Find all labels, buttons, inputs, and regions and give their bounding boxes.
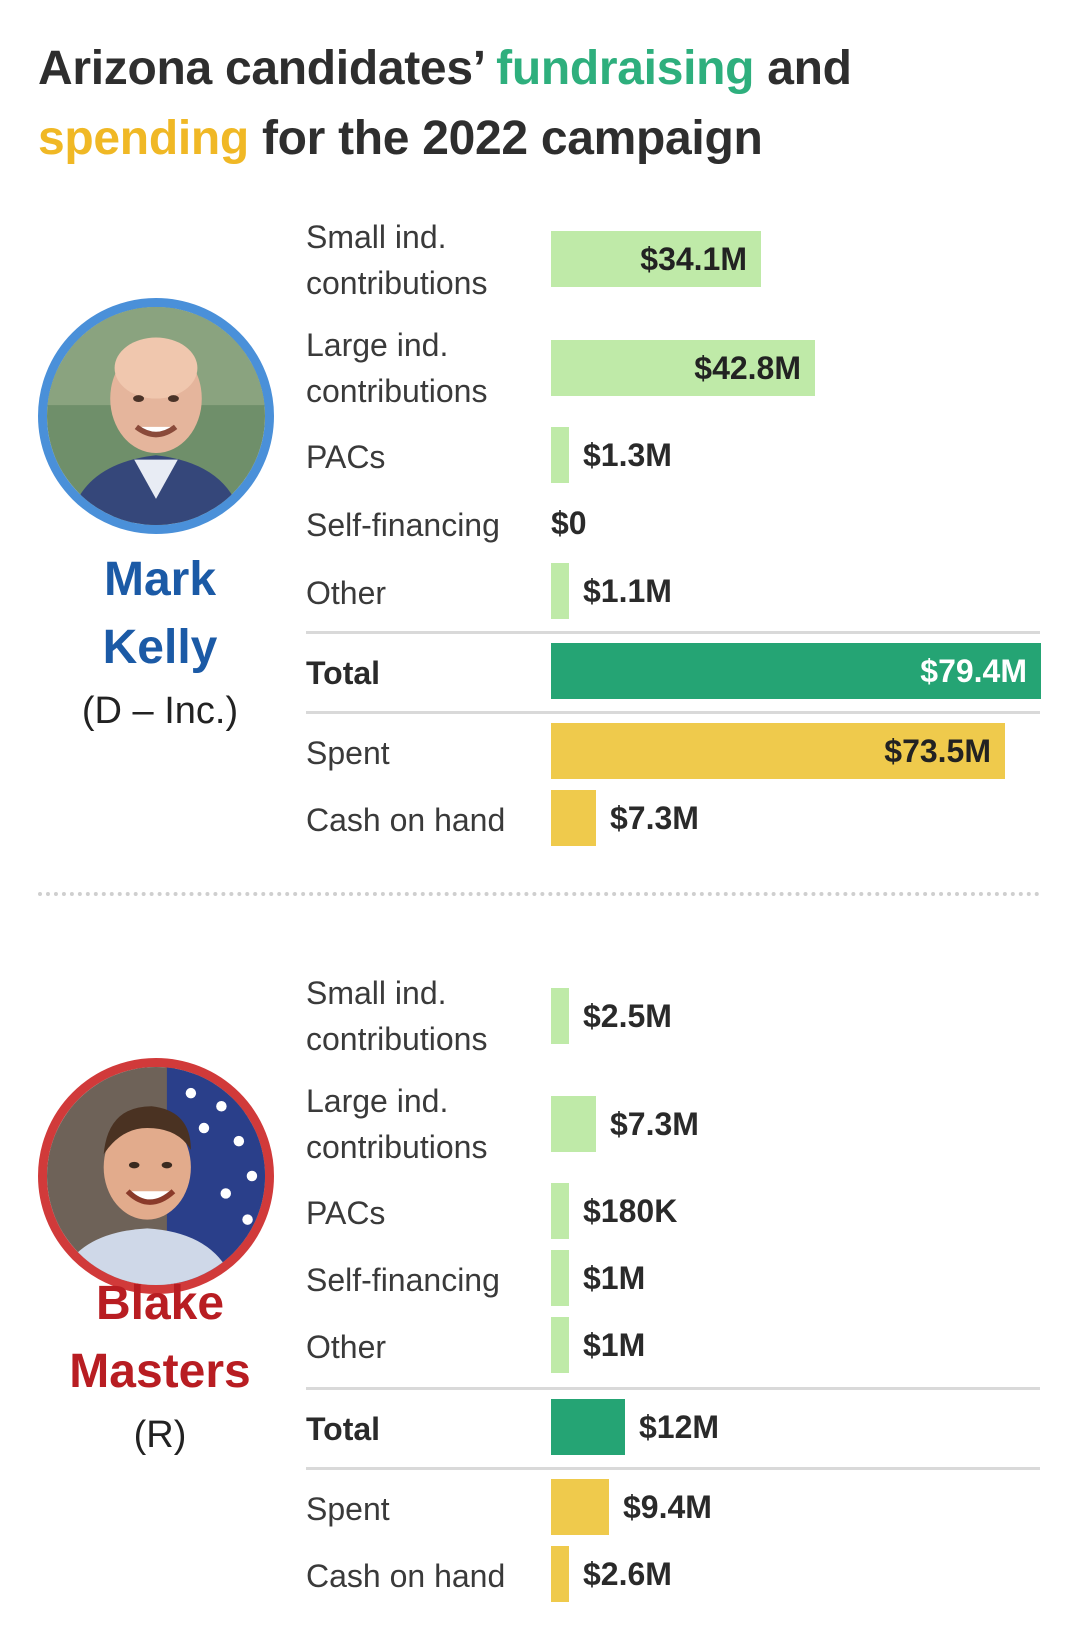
kelly-label-total: Total: [306, 655, 381, 691]
kelly-portrait: [47, 307, 265, 525]
masters-bar-small: [551, 988, 569, 1044]
candidate-divider: [38, 892, 1040, 896]
masters-value-large: $7.3M: [610, 1106, 699, 1142]
masters-bar-pacs: [551, 1183, 569, 1239]
masters-portrait: [47, 1067, 265, 1285]
kelly-bar-spent: [551, 723, 1005, 779]
masters-value-cash: $2.6M: [583, 1556, 672, 1592]
kelly-last-name: Kelly: [102, 621, 218, 674]
kelly-photo: [38, 298, 274, 534]
masters-label-large: Large ind. contributions: [306, 1083, 488, 1165]
kelly-label-self: Self-financing: [306, 507, 500, 543]
chart-title: Arizona candidates’ fundraising and spen…: [38, 34, 1038, 174]
kelly-rule-spent: [306, 711, 1040, 714]
title-part-2: and: [754, 42, 852, 95]
masters-value-small: $2.5M: [583, 998, 672, 1034]
kelly-rule-total: [306, 631, 1040, 634]
masters-first-name: Blake: [95, 1277, 225, 1330]
kelly-bar-small: [551, 231, 761, 287]
masters-label-other: Other: [306, 1329, 387, 1365]
kelly-value-other: $1.1M: [583, 573, 672, 609]
masters-value-pacs: $180K: [583, 1193, 678, 1229]
kelly-label-large: Large ind. contributions: [306, 327, 488, 409]
kelly-bar-total: [551, 643, 1041, 699]
masters-bar-self: [551, 1250, 569, 1306]
kelly-value-small: $34.1M: [640, 241, 747, 277]
masters-label-total: Total: [306, 1411, 381, 1447]
kelly-value-cash: $7.3M: [610, 800, 699, 836]
masters-bar-spent: [551, 1479, 609, 1535]
masters-value-spent: $9.4M: [623, 1489, 712, 1525]
masters-party: (R): [133, 1414, 187, 1456]
title-part-1: Arizona candidates’: [38, 42, 497, 95]
kelly-bar-other: [551, 563, 569, 619]
kelly-bar-cash: [551, 790, 596, 846]
masters-bar-other: [551, 1317, 569, 1373]
kelly-value-spent: $73.5M: [884, 733, 991, 769]
masters-value-other: $1M: [583, 1327, 646, 1363]
kelly-bar-large: [551, 340, 815, 396]
masters-rule-total: [306, 1387, 1040, 1390]
masters-last-name: Masters: [69, 1345, 251, 1398]
kelly-label-other: Other: [306, 575, 387, 611]
kelly-value-pacs: $1.3M: [583, 437, 672, 473]
title-part-3: for the 2022 campaign: [248, 112, 763, 165]
kelly-label-pacs: PACs: [306, 439, 386, 475]
masters-label-small: Small ind. contributions: [306, 975, 488, 1057]
masters-value-self: $1M: [583, 1260, 646, 1296]
kelly-value-self: $0: [551, 505, 587, 541]
masters-rule-spent: [306, 1467, 1040, 1470]
masters-bar-large: [551, 1096, 596, 1152]
masters-bar-total: [551, 1399, 625, 1455]
kelly-value-total: $79.4M: [920, 653, 1027, 689]
title-fundraising: fundraising: [496, 42, 755, 95]
kelly-label-cash: Cash on hand: [306, 802, 506, 838]
masters-bar-cash: [551, 1546, 569, 1602]
kelly-first-name: Mark: [103, 553, 217, 606]
title-spending: spending: [38, 112, 249, 165]
kelly-label-small: Small ind. contributions: [306, 219, 488, 301]
masters-label-self: Self-financing: [306, 1262, 500, 1298]
masters-label-spent: Spent: [306, 1491, 390, 1527]
kelly-bar-pacs: [551, 427, 569, 483]
kelly-party: (D – Inc.): [81, 690, 239, 732]
masters-label-cash: Cash on hand: [306, 1558, 506, 1594]
masters-label-pacs: PACs: [306, 1195, 386, 1231]
masters-value-total: $12M: [639, 1409, 720, 1445]
masters-photo: [38, 1058, 274, 1294]
kelly-label-spent: Spent: [306, 735, 390, 771]
kelly-value-large: $42.8M: [694, 350, 801, 386]
